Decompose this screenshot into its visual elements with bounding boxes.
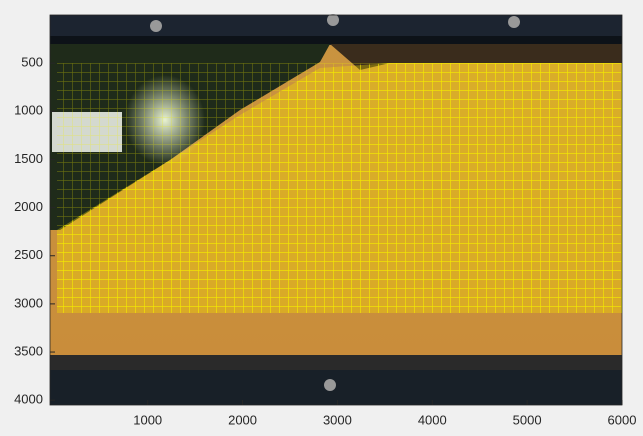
x-tick-label: 4000 [418, 412, 447, 427]
y-tick-label: 1500 [14, 151, 43, 166]
x-tick-label: 2000 [228, 412, 257, 427]
y-tick-label: 1000 [14, 103, 43, 118]
page: 1000 2000 3000 4000 5000 6000 500 1000 1500 2000 2… [0, 0, 643, 436]
x-tick-label: 6000 [608, 412, 637, 427]
chart: 1000 2000 3000 4000 5000 6000 500 1000 1500 2000 2… [0, 0, 643, 436]
x-tick-label: 3000 [323, 412, 352, 427]
y-tick-label: 2500 [14, 247, 43, 262]
y-tick-label: 4000 [14, 392, 43, 407]
y-tick-label: 2000 [14, 199, 43, 214]
y-tick-label: 500 [21, 55, 43, 70]
y-tick-label: 3500 [14, 343, 43, 358]
x-tick-label: 5000 [513, 412, 542, 427]
y-tick-label: 3000 [14, 295, 43, 310]
mesh [57, 63, 622, 313]
x-tick-label: 1000 [133, 412, 162, 427]
